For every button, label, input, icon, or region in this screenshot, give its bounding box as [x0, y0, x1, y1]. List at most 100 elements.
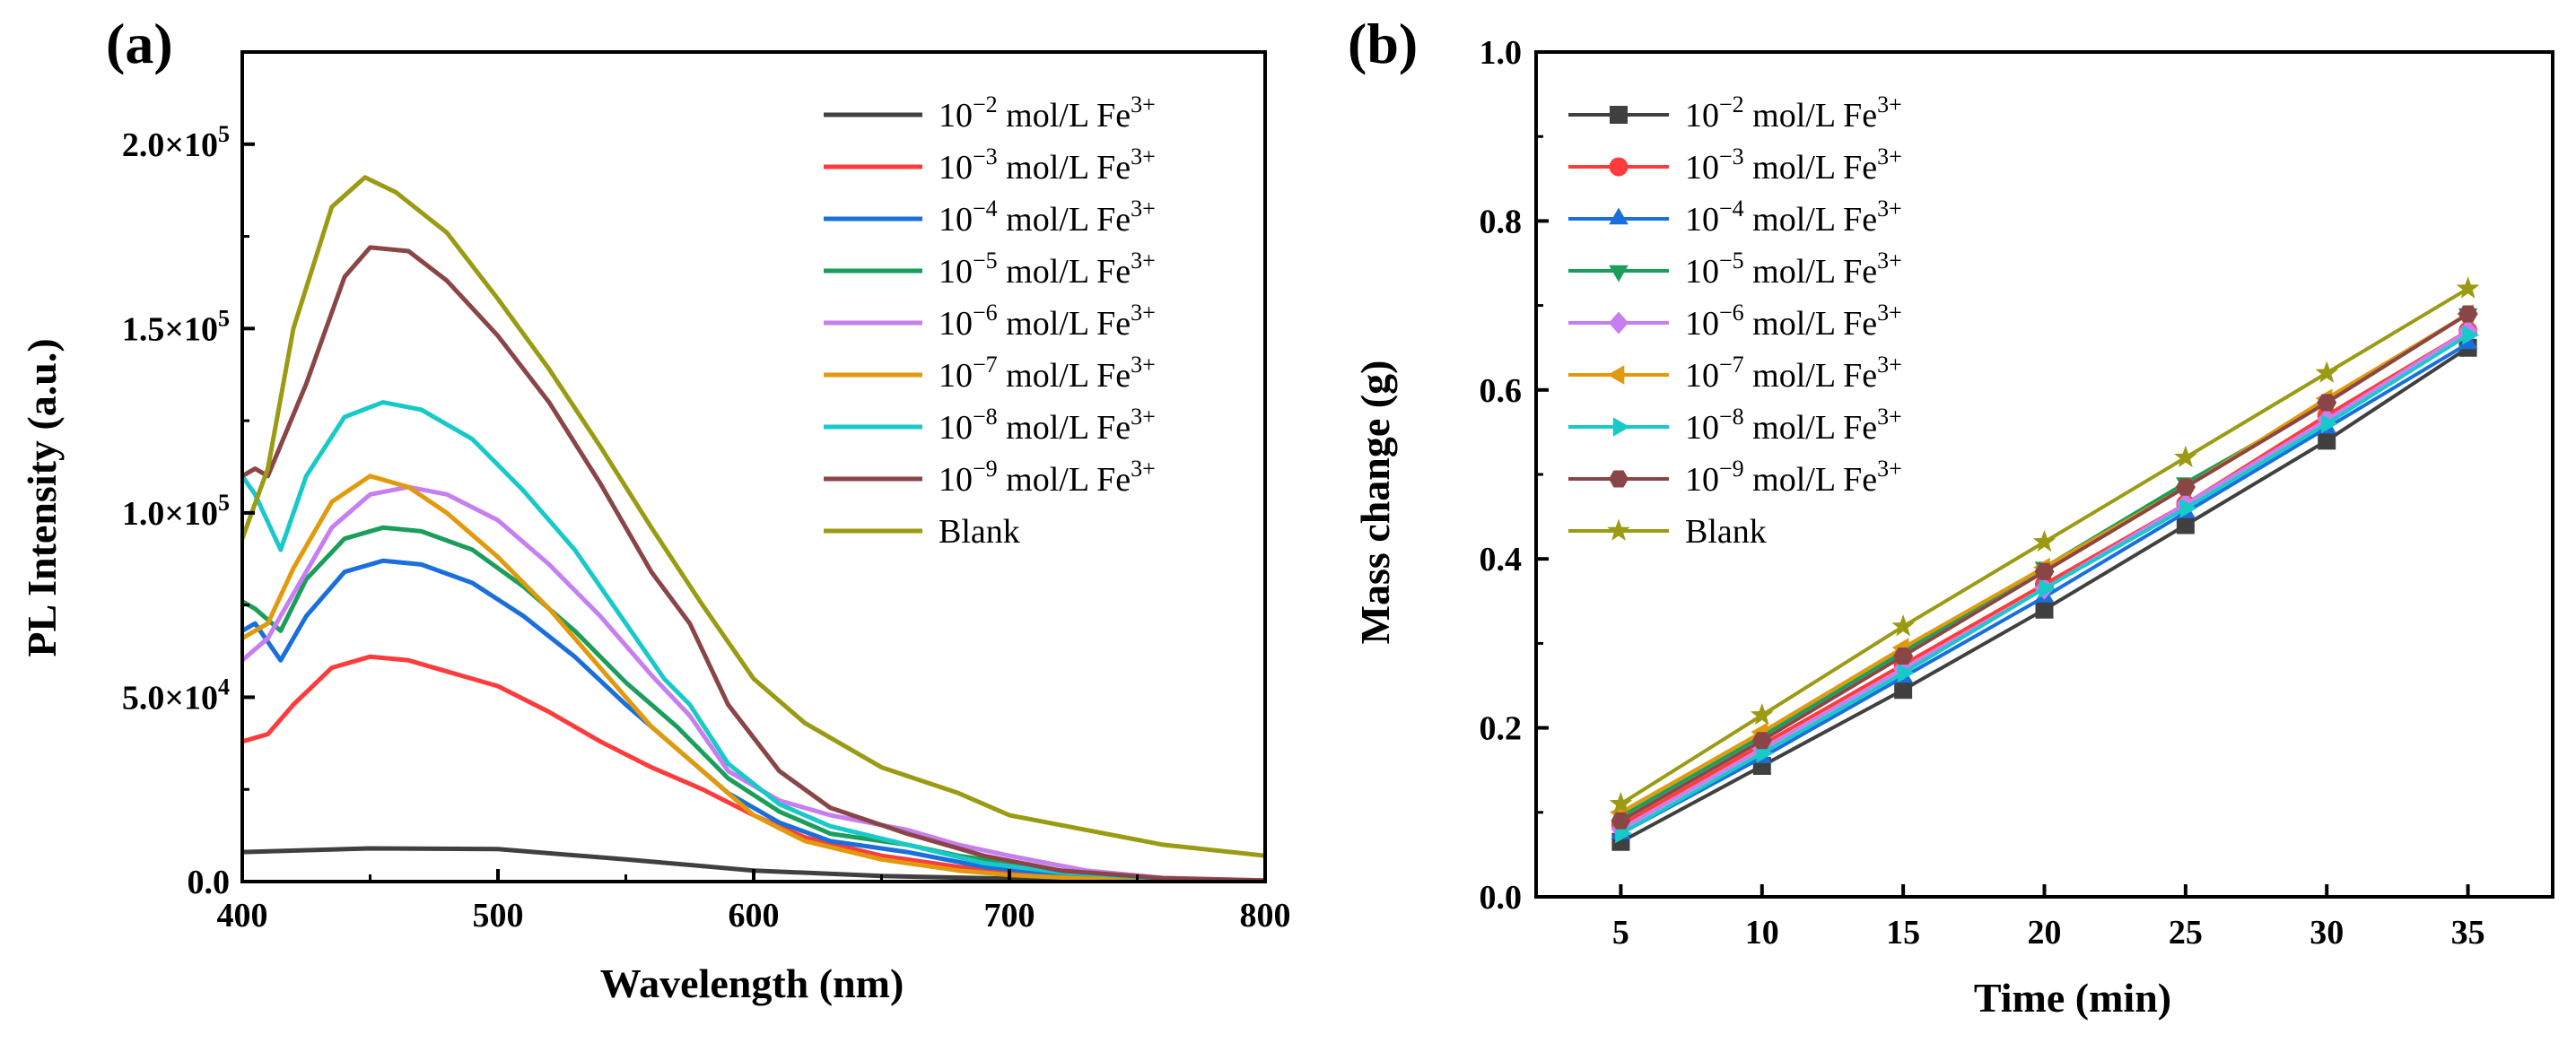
panel-a-series-line-5 — [240, 474, 1266, 884]
panel-b-legend-marker-4 — [1609, 311, 1629, 335]
legend-base: 10 — [1685, 201, 1719, 239]
panel-b-ytick-label: 0.0 — [1480, 879, 1523, 917]
panel-b-xtick-label: 35 — [2451, 914, 2485, 952]
panel-b-legend-label-4: 10−6 mol/L Fe3+ — [1685, 300, 1902, 343]
legend-base: 10 — [1685, 97, 1719, 135]
panel-b-data-point-7-3 — [2034, 562, 2055, 580]
legend-unit: mol/L Fe — [998, 305, 1131, 343]
panel-a-label: (a) — [106, 12, 173, 75]
panel-b-legend-marker-7 — [1609, 470, 1629, 488]
legend-base: Blank — [939, 513, 1020, 551]
panel-b-ytick-label: 0.8 — [1480, 203, 1523, 240]
panel-a-series-line-7 — [240, 245, 1266, 883]
legend-exponent: −4 — [973, 196, 998, 222]
legend-unit: mol/L Fe — [998, 97, 1131, 135]
legend-base: 10 — [939, 305, 973, 343]
legend-unit: mol/L Fe — [1744, 201, 1877, 239]
legend-unit: mol/L Fe — [1744, 253, 1877, 291]
legend-unit: mol/L Fe — [998, 357, 1131, 395]
panel-b-data-point-7-2 — [1893, 648, 1914, 665]
panel-a-xtick-label: 400 — [217, 897, 268, 934]
panel-a-series-line-8 — [240, 175, 1266, 858]
legend-ion-charge: 3+ — [1131, 143, 1156, 169]
panel-b-label: (b) — [1348, 12, 1418, 75]
panel-a-ytick-base: 0.0 — [188, 864, 231, 901]
panel-b-data-point-0-5 — [2318, 431, 2336, 450]
panel-a-ytick-base: 2.0×10 — [122, 126, 218, 164]
legend-exponent: −7 — [973, 352, 998, 378]
legend-exponent: −2 — [1719, 91, 1744, 117]
legend-ion-charge: 3+ — [1131, 456, 1156, 482]
legend-unit: mol/L Fe — [998, 253, 1131, 291]
panel-a-ytick-label: 5.0×104 — [122, 674, 230, 717]
legend-exponent: −5 — [1719, 248, 1744, 274]
panel-a-ytick-label: 1.5×105 — [122, 305, 230, 348]
legend-exponent: −6 — [1719, 300, 1744, 326]
panel-b-ylabel: Mass change (g) — [1352, 361, 1398, 645]
legend-unit: mol/L Fe — [998, 149, 1131, 187]
panel-b-legend-label-3: 10−5 mol/L Fe3+ — [1685, 248, 1902, 291]
panel-a-xtick-label: 700 — [984, 897, 1035, 934]
panel-a-series-line-3 — [240, 525, 1266, 883]
legend-ion-charge: 3+ — [1131, 248, 1156, 274]
panel-b-data-point-8-5 — [2315, 361, 2339, 383]
legend-base: 10 — [939, 357, 973, 395]
legend-exponent: −2 — [973, 91, 998, 117]
panel-b-xtick-label: 20 — [2028, 914, 2062, 952]
panel-a-legend-label-3: 10−5 mol/L Fe3+ — [939, 248, 1156, 291]
legend-exponent: −8 — [1719, 404, 1744, 430]
panel-b-xtick-label: 10 — [1745, 914, 1779, 952]
legend-ion-charge: 3+ — [1131, 352, 1156, 378]
legend-base: 10 — [1685, 149, 1719, 187]
panel-b-data-point-8-3 — [2032, 529, 2056, 552]
legend-unit: mol/L Fe — [1744, 97, 1877, 135]
legend-base: Blank — [1685, 513, 1767, 551]
panel-a-legend-label-6: 10−8 mol/L Fe3+ — [939, 404, 1156, 447]
panel-b-data-point-6-2 — [1897, 663, 1915, 683]
panel-a-xtick-label: 800 — [1240, 897, 1291, 934]
panel-a-legend-label-1: 10−3 mol/L Fe3+ — [939, 143, 1156, 187]
panel-a-ytick-label: 1.0×105 — [122, 490, 230, 533]
panel-b-data-point-6-3 — [2039, 578, 2056, 598]
panel-a-ytick-label: 2.0×105 — [122, 121, 230, 164]
panel-b-data-point-7-4 — [2175, 478, 2196, 496]
legend-unit: mol/L Fe — [1744, 461, 1877, 499]
panel-b-ytick-label: 0.6 — [1480, 372, 1523, 410]
panel-a-ylabel: PL Intensity (a.u.) — [19, 338, 65, 656]
panel-b-legend-marker-6 — [1612, 417, 1630, 437]
panel-b-xlabel: Time (min) — [1974, 975, 2171, 1021]
legend-exponent: −9 — [973, 456, 998, 482]
panel-b-legend-marker-3 — [1609, 265, 1629, 282]
legend-ion-charge: 3+ — [1131, 91, 1156, 117]
panel-a-ytick-base: 1.0×10 — [122, 495, 218, 533]
panel-b-legend-marker-0 — [1610, 106, 1628, 124]
legend-ion-charge: 3+ — [1131, 196, 1156, 222]
panel-b-chart: 5 10 15 20 25 30 350.00.20.40.60.81.010−2 mol/… — [1480, 34, 2554, 952]
legend-base: 10 — [939, 253, 973, 291]
legend-base: 10 — [1685, 357, 1719, 395]
legend-ion-charge: 3+ — [1877, 248, 1902, 274]
legend-exponent: −9 — [1719, 456, 1744, 482]
legend-ion-charge: 3+ — [1131, 404, 1156, 430]
legend-ion-charge: 3+ — [1877, 143, 1902, 169]
panel-b-data-point-8-1 — [1750, 703, 1774, 726]
legend-base: 10 — [1685, 305, 1719, 343]
panel-b-data-point-8-2 — [1891, 614, 1915, 637]
panel-b-data-point-6-4 — [2179, 498, 2197, 518]
panel-a-xtick-label: 500 — [473, 897, 524, 934]
panel-b-ytick-label: 0.2 — [1480, 710, 1523, 748]
legend-unit: mol/L Fe — [998, 461, 1131, 499]
legend-ion-charge: 3+ — [1877, 456, 1902, 482]
legend-unit: mol/L Fe — [1744, 409, 1877, 447]
panel-a-xlabel: Wavelength (nm) — [600, 960, 904, 1006]
panel-b-xtick-label: 5 — [1612, 914, 1629, 952]
panel-b-data-point-7-1 — [1751, 732, 1772, 750]
legend-exponent: −4 — [1719, 196, 1744, 222]
panel-b-legend-label-2: 10−4 mol/L Fe3+ — [1685, 196, 1902, 239]
panel-b-legend-marker-5 — [1607, 365, 1625, 385]
legend-exponent: −5 — [973, 248, 998, 274]
legend-base: 10 — [939, 461, 973, 499]
panel-a-series-line-1 — [241, 654, 1266, 883]
panel-b-data-point-8-6 — [2456, 276, 2480, 299]
panel-b-data-point-0-4 — [2176, 516, 2195, 535]
